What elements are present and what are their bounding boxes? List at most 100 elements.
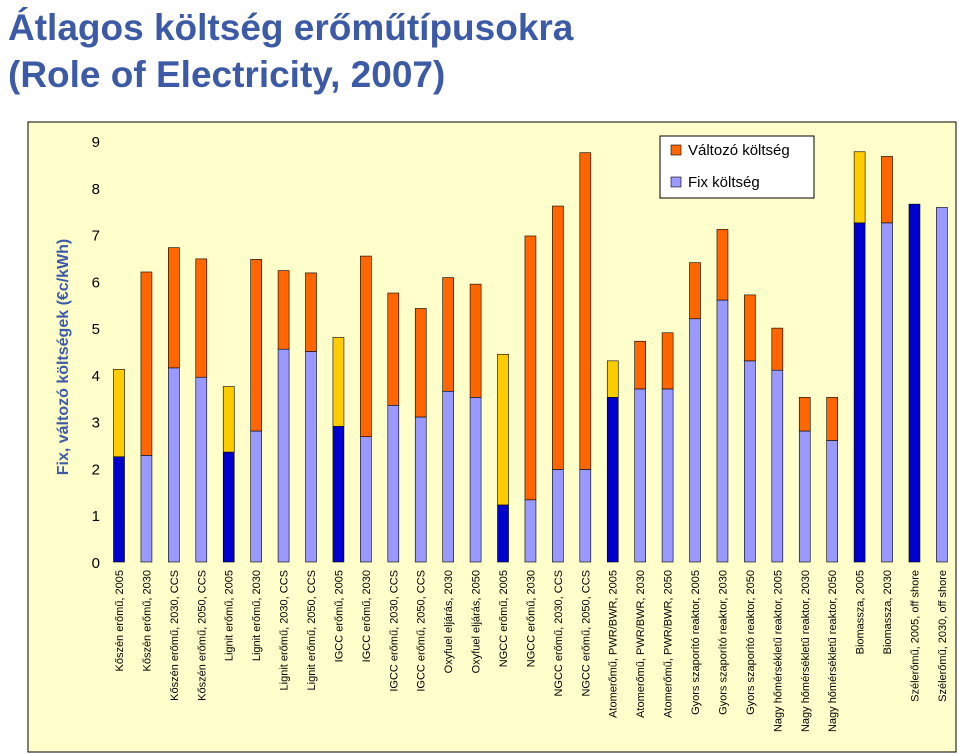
bar-fix-11 — [414, 416, 427, 563]
x-tick-label: Szélerőmű, 2030, off shore — [937, 570, 949, 702]
bar-variable-27 — [853, 151, 866, 224]
bar-fix-23 — [744, 360, 756, 563]
bar-fix-22 — [716, 299, 729, 563]
legend: Változó költség Fix költség — [659, 135, 815, 199]
y-tick-label: 3 — [92, 415, 100, 432]
x-tick-label: Kőszén erőmű, 2005 — [114, 570, 126, 672]
bar-variable-26 — [826, 397, 838, 441]
bar-fix-28 — [881, 222, 893, 563]
bar-variable-7 — [305, 272, 317, 352]
y-tick-label: 6 — [92, 274, 100, 291]
bar-variable-11 — [414, 308, 427, 418]
bar-fix-30 — [936, 207, 948, 563]
bar-variable-15 — [524, 235, 537, 501]
legend-swatch-variable — [670, 144, 682, 156]
bar-variable-8 — [332, 337, 345, 427]
x-tick-label: NGCC erőmű, 2030, CCS — [553, 570, 565, 697]
y-tick-label: 8 — [92, 181, 100, 198]
bar-fix-8 — [332, 426, 345, 563]
x-tick-label: Lignit erőmű, 2005 — [224, 570, 236, 661]
x-tick-label: IGCC erőmű, 2030, CCS — [388, 570, 400, 692]
x-tick-label: Kőszén erőmű, 2030, CCS — [169, 570, 181, 701]
bar-fix-26 — [826, 440, 838, 563]
chart-title-line1: Átlagos költség erőműtípusokra — [8, 7, 574, 48]
y-tick-label: 5 — [92, 321, 100, 338]
bar-fix-9 — [360, 436, 372, 563]
bar-fix-24 — [771, 369, 784, 563]
x-tick-label: Atomerőmű, PWR/BWR, 2030 — [635, 570, 647, 718]
bar-fix-17 — [579, 469, 592, 563]
bar-fix-13 — [469, 397, 482, 563]
x-tick-label: Nagy hőmérsékletű reaktor, 2050 — [827, 570, 839, 732]
x-tick-label: Biomassza, 2005 — [855, 570, 867, 654]
bar-variable-25 — [798, 397, 811, 432]
bar-fix-27 — [853, 222, 866, 563]
bar-variable-9 — [360, 255, 372, 437]
bar-variable-13 — [469, 283, 482, 398]
x-tick-label: Kőszén erőmű, 2030 — [141, 570, 153, 672]
bar-fix-19 — [634, 388, 646, 563]
bar-fix-5 — [250, 430, 262, 563]
y-axis-ticks: 0 1 2 3 4 5 6 7 8 9 — [92, 134, 100, 572]
x-axis-labels: Kőszén erőmű, 2005 Kőszén erőmű, 2030 Kősz… — [114, 570, 949, 732]
x-tick-label: Oxyfuel eljárás, 2050 — [471, 570, 483, 673]
x-tick-label: Nagy hőmérsékletű reaktor, 2005 — [772, 570, 784, 732]
x-tick-label: Lignit erőmű, 2050, CCS — [306, 570, 318, 690]
bar-fix-18 — [606, 397, 619, 563]
bars — [113, 151, 948, 563]
x-tick-label: Gyors szaporító reaktor, 2030 — [717, 570, 729, 715]
bar-variable-2 — [168, 247, 180, 369]
x-tick-label: IGCC erőmű, 2050, CCS — [416, 570, 428, 692]
bar-fix-29 — [908, 203, 921, 563]
bar-variable-21 — [689, 262, 701, 320]
chart-title: Átlagos költség erőműtípusokra (Role of … — [8, 4, 573, 98]
bar-fix-4 — [222, 451, 235, 563]
bar-variable-5 — [250, 259, 262, 432]
bar-fix-0 — [113, 456, 125, 563]
x-tick-label: NGCC erőmű, 2030 — [525, 570, 537, 667]
bar-variable-12 — [442, 277, 454, 392]
bar-fix-14 — [497, 504, 509, 563]
bar-variable-24 — [771, 327, 784, 371]
x-tick-label: Lignit erőmű, 2030, CCS — [279, 570, 291, 690]
bar-fix-7 — [305, 351, 317, 563]
chart-area — [27, 121, 957, 753]
y-tick-label: 4 — [92, 368, 100, 385]
bar-variable-22 — [716, 229, 729, 301]
x-tick-label: IGCC erőmű, 2005 — [333, 570, 345, 662]
x-tick-label: Biomassza, 2030 — [882, 570, 894, 654]
bar-fix-20 — [661, 388, 674, 563]
bar-fix-25 — [798, 430, 811, 563]
x-tick-label: Atomerőmű, PWR/BWR, 2005 — [608, 570, 620, 718]
legend-box — [659, 135, 815, 199]
bar-variable-18 — [606, 360, 619, 398]
bar-variable-28 — [881, 156, 893, 224]
x-tick-label: Oxyfuel eljárás, 2030 — [443, 570, 455, 673]
bar-variable-14 — [497, 354, 509, 506]
x-tick-label: NGCC erőmű, 2050, CCS — [580, 570, 592, 697]
y-axis-label: Fix, változó költségek (€c/kWh) — [55, 239, 72, 476]
bar-fix-10 — [387, 404, 400, 563]
bar-variable-23 — [744, 294, 756, 362]
x-tick-label: Atomerőmű, PWR/BWR, 2050 — [663, 570, 675, 718]
x-tick-label: IGCC erőmű, 2030 — [361, 570, 373, 662]
bar-variable-4 — [222, 386, 235, 453]
legend-label-fix: Fix költség — [688, 174, 760, 191]
bar-variable-3 — [195, 258, 208, 378]
y-tick-label: 0 — [92, 555, 100, 572]
bar-variable-20 — [661, 332, 674, 390]
bar-fix-16 — [552, 469, 564, 563]
y-tick-label: 7 — [92, 228, 100, 245]
bar-variable-10 — [387, 292, 400, 406]
bar-variable-6 — [277, 270, 290, 350]
bar-fix-6 — [277, 348, 290, 563]
legend-label-variable: Változó költség — [688, 142, 790, 159]
bar-variable-0 — [113, 368, 125, 458]
legend-swatch-fix — [670, 176, 682, 188]
bar-fix-2 — [168, 367, 180, 563]
bar-fix-21 — [689, 318, 701, 563]
bar-variable-16 — [552, 205, 564, 470]
x-tick-label: Gyors szaporító reaktor, 2005 — [690, 570, 702, 715]
bar-variable-17 — [579, 152, 592, 470]
x-tick-label: Lignit erőmű, 2030 — [251, 570, 263, 661]
